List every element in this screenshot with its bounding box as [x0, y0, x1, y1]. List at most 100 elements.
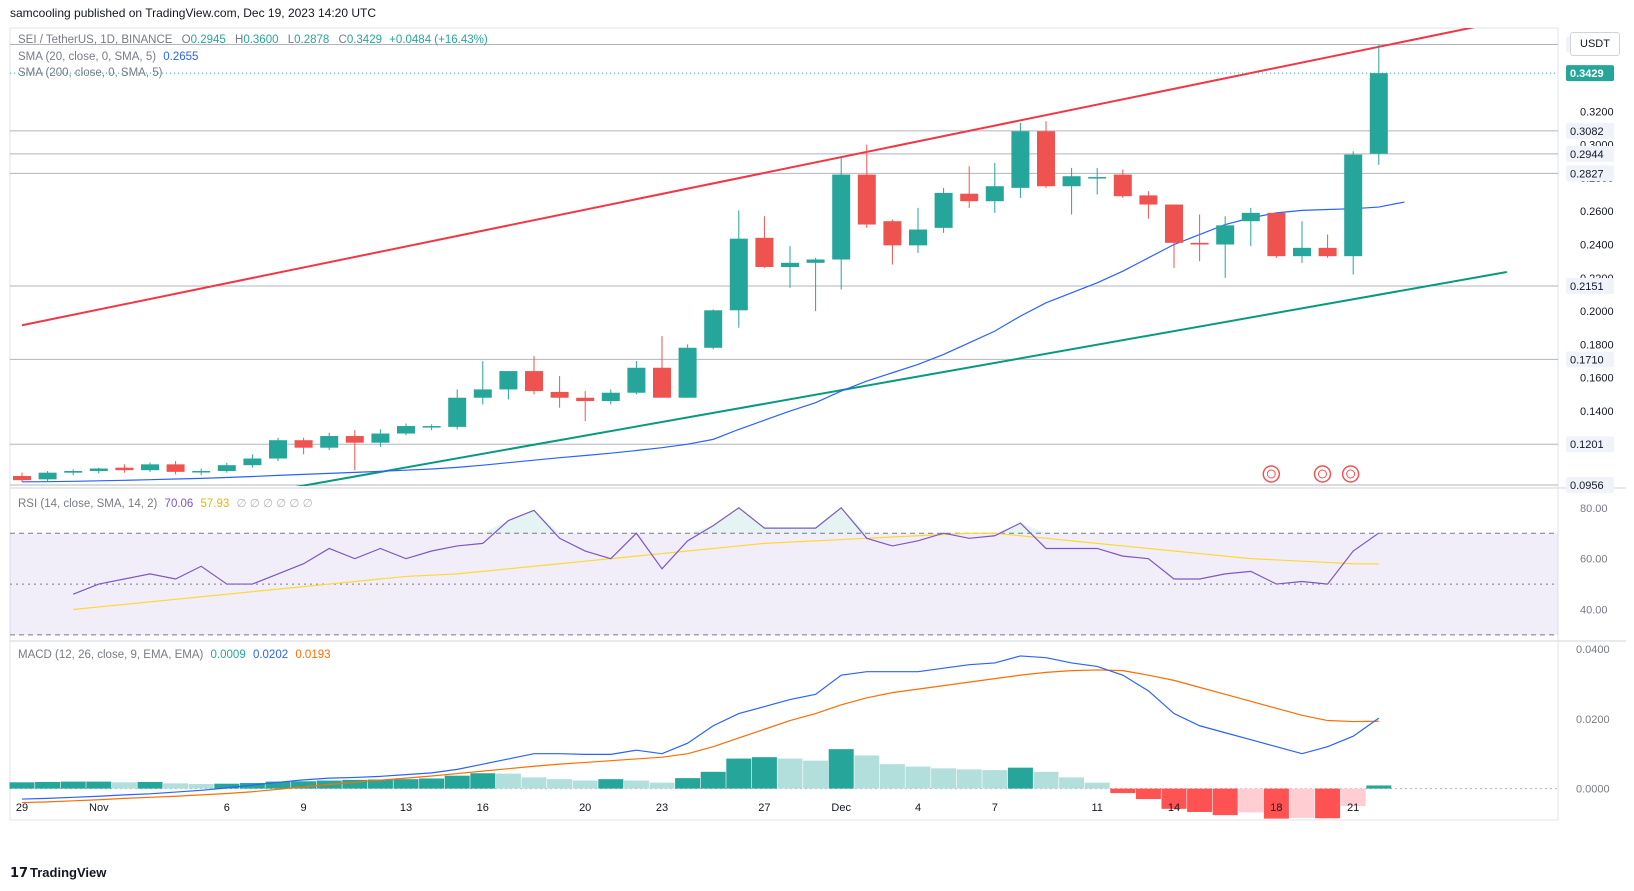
price-label-box [1566, 436, 1614, 453]
macd-histogram-bar [982, 770, 1008, 789]
price-tick-label: 0.1400 [1580, 406, 1614, 418]
candle-body [934, 192, 953, 228]
price-level-label: 0.2151 [1570, 281, 1604, 293]
macd-histogram-bar [547, 779, 573, 789]
macd-histogram-bar [470, 773, 496, 789]
tradingview-logo[interactable]: 𝟭𝟳 TradingView [10, 865, 106, 881]
candle-body [960, 193, 979, 202]
rsi-ma-line [73, 532, 1379, 611]
rsi-overbought-fill [73, 507, 1379, 534]
candle-body [217, 465, 236, 472]
macd-histogram-bar [726, 758, 752, 789]
candle-body [1062, 176, 1081, 187]
sma200-label: SMA (200, close, 0, SMA, 5) [18, 67, 163, 79]
candle-body [89, 468, 108, 472]
rsi-ma-value: 57.93 [200, 498, 230, 510]
time-tick-label: 27 [758, 802, 770, 814]
change-value: +0.0484 (+16.43%) [389, 34, 488, 46]
time-tick-label: 18 [1270, 802, 1282, 814]
currency-button[interactable]: USDT [1570, 32, 1620, 56]
candle-body [550, 391, 569, 398]
macd-histogram-bar [879, 764, 905, 789]
candle-body [294, 440, 313, 448]
candle-body [422, 426, 441, 428]
time-tick-label: 29 [16, 802, 28, 814]
macd-histogram-bar [239, 783, 265, 789]
macd-histogram-bar [649, 782, 675, 789]
candle-body [1369, 73, 1388, 154]
macd-histogram-bar [495, 773, 521, 789]
tradingview-logo-text: TradingView [30, 865, 107, 880]
rsi-legend: RSI (14, close, SMA, 14, 2) 70.06 57.93 … [18, 496, 313, 510]
resistance-trendline [21, 28, 1476, 327]
macd-histogram-bar [1161, 788, 1187, 809]
candle-body [1139, 195, 1158, 205]
candle-body [601, 392, 620, 402]
macd-histogram-bar [1135, 788, 1161, 800]
open-label: O [181, 34, 191, 46]
macd-histogram-bar [137, 781, 163, 789]
time-tick-label: 21 [1347, 802, 1359, 814]
macd-histogram-bar [367, 779, 393, 789]
macd-histogram-bar [572, 780, 598, 789]
price-level-label: 0.1710 [1570, 354, 1604, 366]
sma200-legend: SMA (200, close, 0, SMA, 5) [18, 67, 162, 79]
macd-histogram-bar [86, 781, 112, 789]
time-tick-label: 20 [579, 802, 591, 814]
price-label-box [1566, 165, 1614, 182]
us-flag-event-icon [1266, 469, 1276, 479]
macd-histogram-bar [1315, 788, 1341, 819]
candle-body [269, 440, 287, 459]
publisher-line: samcooling published on TradingView.com,… [10, 6, 376, 20]
macd-histogram-bar [1007, 767, 1033, 789]
time-tick-label: Nov [89, 802, 109, 814]
low-label: L [287, 34, 295, 46]
macd-line [21, 655, 1380, 800]
macd-tick-label: 0.0200 [1576, 714, 1610, 726]
candle-body [857, 174, 876, 225]
macd-histogram-bar [828, 749, 854, 789]
macd-signal-line [21, 669, 1379, 804]
candle-body [883, 221, 902, 246]
macd-hist-value: 0.0009 [210, 649, 246, 661]
us-flag-event-icon [1346, 469, 1356, 479]
candle-body [13, 476, 31, 481]
symbol-name: SEI / TetherUS, 1D, BINANCE [18, 34, 173, 46]
candle-body [64, 471, 83, 473]
time-tick-label: 23 [656, 802, 668, 814]
macd-histogram-bar [1340, 788, 1366, 807]
candle-body [166, 464, 185, 472]
candle-body [1037, 131, 1055, 187]
macd-histogram-bar [598, 779, 624, 789]
macd-histogram-bar [956, 769, 982, 789]
candle-body [525, 371, 543, 392]
macd-histogram-bar [1366, 785, 1392, 789]
macd-histogram-bar [1263, 788, 1289, 819]
candle-body [806, 259, 825, 263]
macd-signal-value: 0.0193 [295, 649, 331, 661]
open-value: 0.2945 [190, 34, 226, 46]
candle-body [1318, 247, 1337, 257]
price-level-label: 0.1201 [1570, 439, 1604, 451]
price-tick-label: 0.3200 [1580, 106, 1614, 118]
time-tick-label: 6 [224, 802, 230, 814]
macd-histogram-bar [700, 771, 726, 789]
candle-body [909, 229, 927, 246]
sma20-label: SMA (20, close, 0, SMA, 5) [18, 51, 157, 63]
macd-histogram-bar [1033, 771, 1059, 789]
time-tick-label: 14 [1168, 802, 1180, 814]
candle-body [141, 464, 159, 471]
candle-body [499, 371, 518, 390]
candle-body [1113, 174, 1132, 197]
candle-body [755, 237, 774, 267]
macd-histogram-bar [265, 781, 291, 789]
candle-body [38, 472, 57, 480]
macd-histogram-bar [444, 775, 470, 789]
low-value: 0.2878 [294, 34, 330, 46]
price-label-box [1566, 277, 1614, 294]
candle-body [729, 238, 748, 311]
candle-body [1344, 154, 1363, 257]
candle-body [192, 471, 211, 473]
time-tick-label: 16 [477, 802, 489, 814]
